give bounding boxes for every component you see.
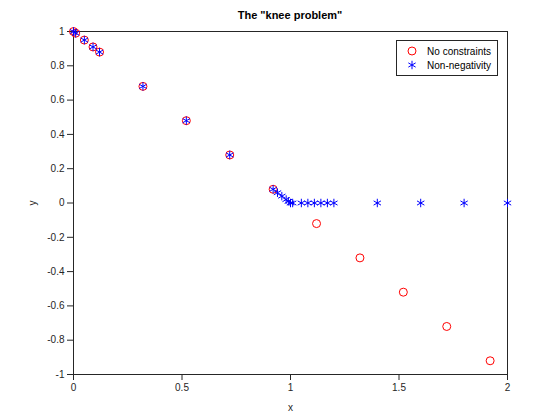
svg-text:-0.8: -0.8 bbox=[47, 334, 65, 345]
html-text:Non-negativity: Non-negativity bbox=[427, 59, 491, 71]
svg-text:1: 1 bbox=[59, 26, 65, 37]
svg-text:x: x bbox=[288, 402, 293, 413]
svg-text:-0.2: -0.2 bbox=[47, 232, 65, 243]
html-text:The "knee problem": The "knee problem" bbox=[237, 9, 343, 21]
svg-text:0.8: 0.8 bbox=[51, 60, 65, 71]
svg-text:-0.6: -0.6 bbox=[47, 300, 65, 311]
svg-text:0: 0 bbox=[59, 197, 65, 208]
svg-text:1: 1 bbox=[288, 382, 294, 393]
svg-text:-1: -1 bbox=[56, 369, 65, 380]
svg-text:0.4: 0.4 bbox=[51, 129, 65, 140]
svg-text:0.2: 0.2 bbox=[51, 163, 65, 174]
svg-text:1.5: 1.5 bbox=[392, 382, 406, 393]
svg-text:y: y bbox=[27, 201, 38, 206]
html-text:No constraints: No constraints bbox=[427, 45, 491, 57]
svg-text:0: 0 bbox=[71, 382, 77, 393]
svg-text:-0.4: -0.4 bbox=[47, 266, 65, 277]
svg-text:2: 2 bbox=[505, 382, 511, 393]
svg-text:0.5: 0.5 bbox=[175, 382, 189, 393]
svg-text:0.6: 0.6 bbox=[51, 94, 65, 105]
